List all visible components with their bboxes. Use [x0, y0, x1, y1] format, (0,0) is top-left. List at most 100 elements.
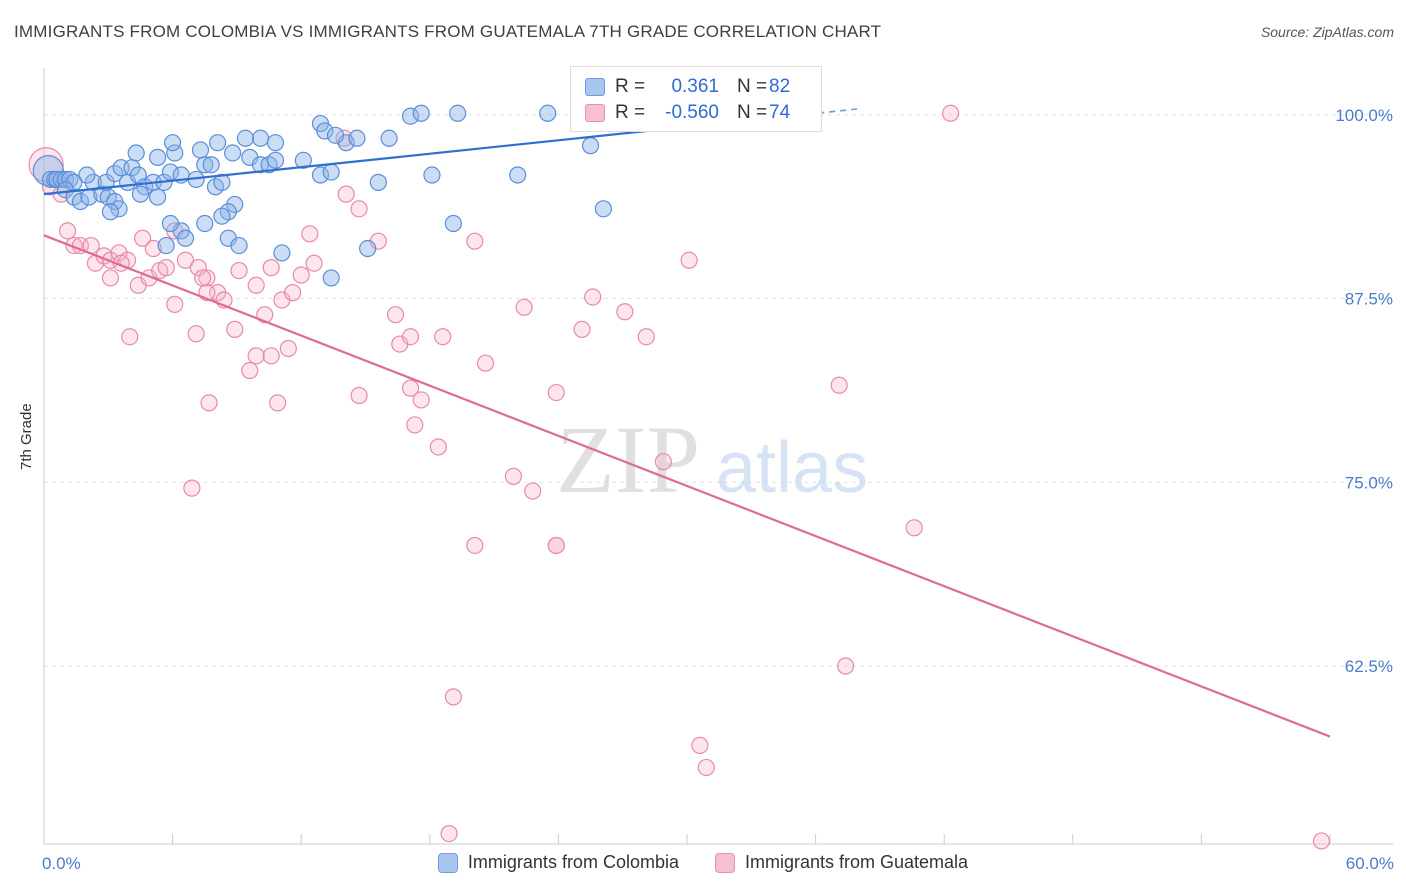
data-point-guatemala	[166, 295, 184, 313]
data-point-guatemala	[905, 519, 923, 537]
legend-r-value-colombia: 0.361	[671, 76, 719, 97]
data-point-guatemala	[515, 298, 533, 316]
legend-item-guatemala: Immigrants from Guatemala	[714, 852, 968, 873]
data-point-guatemala	[279, 339, 297, 358]
data-point-guatemala	[337, 185, 355, 203]
data-point-colombia	[78, 166, 96, 184]
legend-swatch-colombia	[437, 852, 458, 873]
data-point-guatemala	[194, 269, 212, 287]
data-point-colombia	[161, 214, 180, 233]
data-point-guatemala	[654, 453, 673, 471]
x-tick-label: 0.0%	[42, 854, 81, 873]
data-point-guatemala	[837, 657, 855, 675]
data-point-colombia	[157, 236, 175, 255]
grid-lines	[44, 114, 1393, 667]
data-point-guatemala	[680, 251, 698, 269]
data-point-colombia	[224, 144, 242, 162]
data-point-colombia	[191, 141, 210, 159]
chart-title: IMMIGRANTS FROM COLOMBIA VS IMMIGRANTS F…	[14, 22, 882, 41]
data-point-colombia	[444, 214, 462, 233]
data-point-guatemala	[301, 225, 319, 243]
data-point-guatemala	[584, 288, 602, 306]
watermark: ZIP atlas	[556, 406, 868, 513]
data-point-colombia	[148, 188, 167, 206]
trend-line-colombia	[43, 125, 688, 196]
data-point-colombia	[176, 229, 195, 247]
data-point-guatemala	[187, 325, 205, 343]
tick-labels: 100.0% 87.5% 75.0% 62.5% 0.0% 60.0%	[42, 106, 1394, 873]
data-point-guatemala	[200, 394, 218, 412]
legend-label-colombia: Immigrants from Colombia	[467, 852, 679, 872]
x-tick-label: 60.0%	[1346, 854, 1394, 873]
data-point-colombia	[316, 122, 334, 140]
data-point-colombia	[449, 104, 467, 122]
data-point-colombia	[369, 173, 387, 191]
data-point-guatemala	[157, 259, 175, 277]
data-point-colombia	[311, 166, 330, 184]
data-point-colombia	[266, 134, 285, 152]
legend-row-guatemala: R = -0.560 N = 74	[585, 101, 790, 125]
data-point-guatemala	[573, 320, 591, 338]
legend-n-label: N =	[737, 102, 768, 123]
data-point-guatemala	[524, 482, 542, 500]
watermark-zip: ZIP	[556, 406, 700, 513]
data-point-guatemala	[466, 536, 484, 555]
data-point-colombia	[509, 166, 527, 184]
data-point-guatemala	[434, 328, 452, 346]
data-point-guatemala	[305, 254, 323, 272]
y-tick-label: 75.0%	[1345, 473, 1393, 492]
data-point-guatemala	[284, 284, 302, 302]
stats-legend: R = 0.361 N = 82 R = -0.560 N = 74	[570, 66, 822, 132]
data-point-colombia	[359, 239, 377, 258]
data-point-guatemala	[412, 391, 430, 409]
series-colombia-points	[32, 104, 664, 287]
data-point-colombia	[266, 151, 285, 169]
legend-n-label: N =	[737, 76, 768, 97]
y-tick-label: 100.0%	[1335, 106, 1393, 125]
data-point-guatemala	[691, 736, 709, 754]
data-point-guatemala	[144, 239, 162, 258]
data-point-guatemala	[262, 347, 280, 365]
data-point-guatemala	[198, 269, 216, 287]
data-point-guatemala	[386, 306, 405, 324]
data-point-guatemala	[429, 438, 447, 456]
legend-n-value-guatemala: 74	[769, 102, 791, 123]
data-point-colombia	[294, 151, 312, 169]
data-point-guatemala	[440, 824, 458, 843]
data-point-guatemala	[183, 479, 201, 497]
data-point-colombia	[322, 269, 340, 287]
legend-r-label: R =	[615, 102, 646, 123]
data-point-colombia	[106, 164, 124, 183]
data-point-colombia	[213, 173, 231, 191]
data-point-guatemala	[176, 251, 195, 269]
data-point-colombia	[209, 134, 227, 152]
data-point-guatemala	[476, 354, 495, 372]
data-point-guatemala	[406, 416, 424, 434]
data-point-colombia	[539, 104, 557, 122]
data-point-guatemala	[830, 376, 848, 394]
legend-swatch-guatemala	[714, 852, 735, 873]
data-point-guatemala	[121, 328, 139, 346]
data-point-colombia	[401, 107, 420, 125]
data-point-guatemala	[504, 467, 522, 485]
data-point-colombia	[164, 134, 182, 152]
y-tick-label: 87.5%	[1345, 290, 1393, 309]
watermark-atlas: atlas	[716, 428, 868, 508]
data-point-colombia	[32, 155, 64, 187]
data-point-colombia	[423, 166, 441, 184]
data-point-guatemala	[247, 276, 265, 294]
data-point-colombia	[202, 156, 220, 174]
axes	[43, 68, 1393, 845]
data-point-guatemala	[616, 303, 634, 321]
data-point-guatemala	[247, 347, 265, 365]
data-point-colombia	[380, 129, 398, 147]
data-point-colombia	[71, 192, 90, 211]
y-tick-label: 62.5%	[1345, 657, 1393, 676]
data-point-colombia	[166, 144, 184, 162]
data-point-colombia	[326, 126, 345, 144]
data-point-guatemala	[269, 394, 287, 412]
legend-swatch-colombia	[585, 78, 605, 96]
data-point-colombia	[196, 214, 214, 233]
data-point-guatemala	[401, 379, 420, 397]
